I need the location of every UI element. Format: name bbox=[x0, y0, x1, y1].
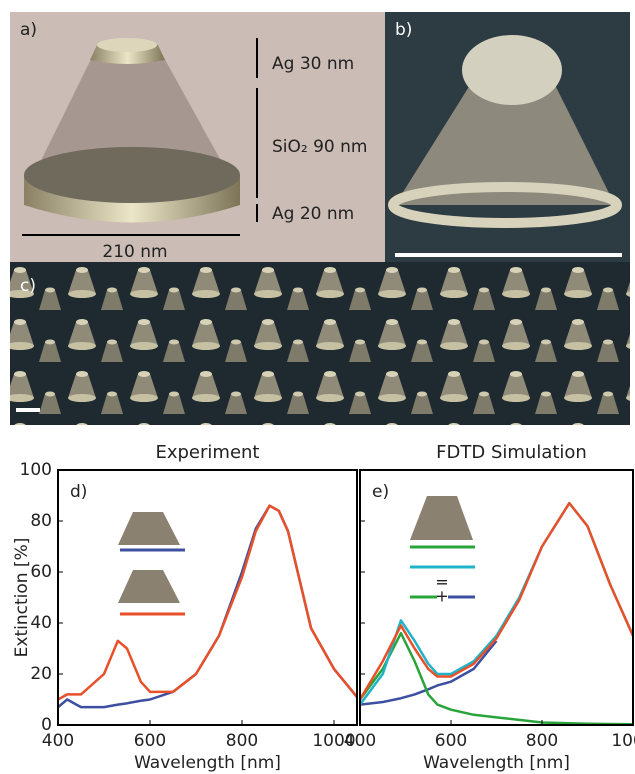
curve bbox=[360, 501, 633, 706]
chart-title: FDTD Simulation bbox=[436, 442, 587, 463]
x-axis-label: Wavelength [nm] bbox=[423, 753, 570, 773]
x-tick-label: 1000 bbox=[611, 731, 635, 751]
annotation: SiO₂ 90 nm bbox=[272, 137, 367, 157]
sem-base bbox=[388, 182, 622, 228]
top-cap-top bbox=[97, 38, 157, 52]
x-axis-label: Wavelength [nm] bbox=[134, 753, 281, 773]
annotation: + bbox=[435, 587, 448, 606]
panel-label: b) bbox=[395, 20, 412, 40]
curve bbox=[58, 504, 357, 709]
sem-cap bbox=[462, 35, 562, 105]
x-tick-label: 400 bbox=[344, 731, 376, 751]
base-top bbox=[24, 147, 240, 203]
annotation: 210 nm bbox=[102, 242, 167, 262]
panel-label: e) bbox=[372, 482, 389, 502]
sem-cone bbox=[395, 85, 615, 205]
plot-area bbox=[360, 501, 633, 725]
x-tick-label: 800 bbox=[526, 731, 558, 751]
y-tick-label: 0 bbox=[41, 715, 52, 735]
y-tick-label: 20 bbox=[30, 664, 52, 684]
curve bbox=[360, 501, 633, 701]
panel-c-bg bbox=[10, 262, 630, 425]
y-tick-label: 100 bbox=[20, 460, 52, 480]
inset-icons bbox=[118, 496, 475, 616]
y-tick-label: 40 bbox=[30, 613, 52, 633]
x-tick-label: 400 bbox=[42, 731, 74, 751]
plot-area bbox=[58, 504, 357, 709]
axes-frame bbox=[359, 469, 634, 726]
curve bbox=[360, 640, 498, 706]
annotation: Ag 30 nm bbox=[272, 54, 354, 74]
curve bbox=[58, 504, 357, 701]
x-tick-label: 1000 bbox=[312, 731, 355, 751]
panel-label: c) bbox=[20, 276, 36, 296]
axes-frame bbox=[57, 469, 358, 726]
x-tick-label: 600 bbox=[435, 731, 467, 751]
panel-label: d) bbox=[70, 482, 87, 502]
annotation: Ag 20 nm bbox=[272, 204, 354, 224]
chart-title: Experiment bbox=[155, 442, 259, 463]
x-tick-label: 800 bbox=[226, 731, 258, 751]
panel-label: a) bbox=[20, 20, 37, 40]
y-tick-label: 80 bbox=[30, 511, 52, 531]
annotation: = bbox=[435, 573, 448, 592]
x-tick-label: 600 bbox=[134, 731, 166, 751]
curve bbox=[360, 631, 633, 725]
y-tick-label: 60 bbox=[30, 562, 52, 582]
y-axis-label: Extinction [%] bbox=[12, 538, 32, 658]
arrows bbox=[22, 38, 258, 236]
